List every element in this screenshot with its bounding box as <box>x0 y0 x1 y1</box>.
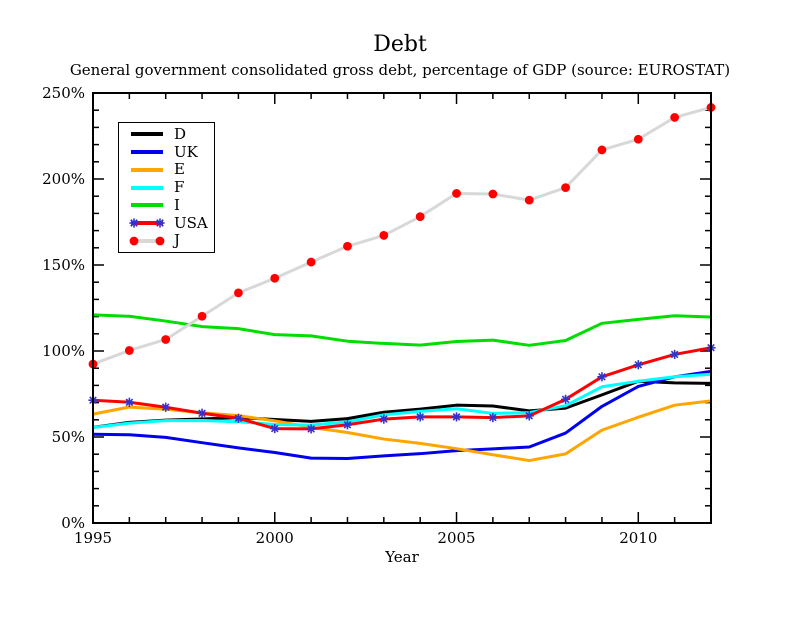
x-tick-label: 1995 <box>74 529 112 547</box>
legend: D UK E F I USA J <box>118 122 215 253</box>
legend-swatch-usa-icon <box>129 218 165 228</box>
legend-swatch-uk-icon <box>131 150 163 154</box>
series-USA <box>88 343 716 434</box>
series-UK <box>92 369 712 460</box>
legend-label-usa: USA <box>174 213 208 232</box>
y-tick-label: 50% <box>52 428 85 446</box>
series-I <box>92 313 712 347</box>
y-tick-label: 0% <box>61 514 85 532</box>
legend-item-uk: UK <box>128 144 214 161</box>
y-tick-label: 150% <box>42 256 85 274</box>
plot-frame <box>92 92 712 524</box>
legend-label-uk: UK <box>174 142 198 161</box>
legend-swatch-i-icon <box>131 203 163 208</box>
legend-swatch-e-icon <box>131 167 163 172</box>
legend-item-f: F <box>128 179 214 196</box>
legend-swatch-d-icon <box>131 132 163 137</box>
chart-title: Debt <box>373 32 427 57</box>
legend-item-d: D <box>128 126 214 143</box>
chart-subtitle: General government consolidated gross de… <box>69 61 731 79</box>
legend-label-e: E <box>174 160 185 179</box>
legend-item-i: I <box>128 197 214 214</box>
x-tick-label: 2005 <box>437 529 475 547</box>
legend-item-j: J <box>128 232 214 249</box>
legend-label-d: D <box>174 124 187 143</box>
tick-labels: 0% 50% 100% 150% 200% 250% 1995 2000 2005 2010 <box>42 84 657 547</box>
y-tick-label: 100% <box>42 342 85 360</box>
series-F <box>92 372 712 430</box>
x-tick-label: 2010 <box>619 529 657 547</box>
legend-swatch-f-icon <box>131 185 163 190</box>
legend-item-e: E <box>128 161 214 178</box>
x-tick-label: 2000 <box>256 529 294 547</box>
x-axis-label: Year <box>385 548 419 566</box>
legend-label-i: I <box>174 195 180 214</box>
legend-item-usa: USA <box>128 215 214 232</box>
legend-swatch-j-icon <box>129 236 165 246</box>
y-tick-label: 250% <box>42 84 85 102</box>
legend-label-f: F <box>174 178 185 196</box>
legend-label-j: J <box>174 231 181 250</box>
y-tick-label: 200% <box>42 170 85 188</box>
